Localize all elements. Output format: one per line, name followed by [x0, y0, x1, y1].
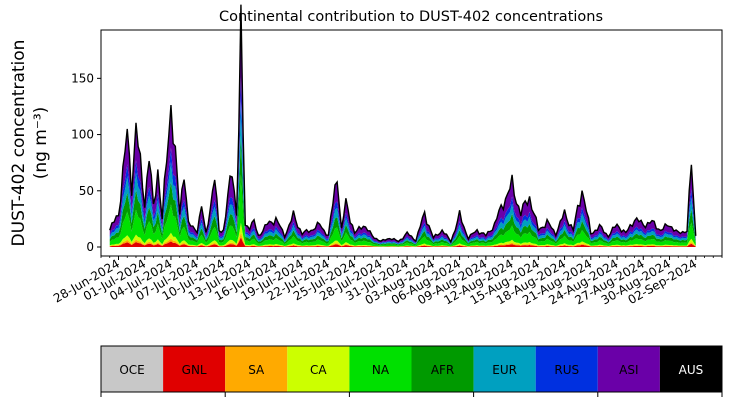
- series-area-asi: [109, 4, 696, 244]
- y-axis-label: DUST-402 concentration (ng m⁻³): [9, 40, 51, 247]
- y-tick-label-100: 100: [71, 128, 94, 142]
- legend-swatch-afr: [411, 346, 474, 392]
- series-area-rus: [109, 77, 696, 244]
- chart-title: Continental contribution to DUST-402 con…: [219, 9, 603, 25]
- x-axis: 28-Jun-202401-Jul-202404-Jul-202407-Jul-…: [51, 256, 723, 307]
- legend-label-afr: AFR: [431, 363, 454, 377]
- legend-label-sa: SA: [248, 363, 265, 377]
- series-area-sa: [109, 232, 696, 247]
- series-area-na: [109, 174, 696, 247]
- legend-swatch-na: [349, 346, 412, 392]
- y-axis: 0 50 100 150: [71, 71, 101, 254]
- plot-frame: [100, 29, 723, 257]
- legend-label-rus: RUS: [554, 363, 579, 377]
- legend-swatch-sa: [225, 346, 288, 392]
- legend-label-eur: EUR: [492, 363, 517, 377]
- legend-label-oce: OCE: [119, 363, 144, 377]
- total-line: [109, 4, 697, 244]
- legend-frame: [100, 345, 723, 393]
- y-tick-label-0: 0: [86, 240, 94, 254]
- y-tick-label-150: 150: [71, 71, 94, 85]
- y-axis-label-line2: (ng m⁻³): [31, 107, 51, 180]
- series-area-eur: [109, 101, 696, 245]
- legend-swatch-aus: [659, 346, 722, 392]
- y-tick-label-50: 50: [79, 184, 94, 198]
- series-area-gnl: [109, 237, 696, 247]
- legend-swatch-rus: [535, 346, 598, 392]
- series-area-ca: [109, 222, 696, 247]
- legend-swatch-ca: [287, 346, 350, 392]
- color-legend: OCE GNL SA CA NA AFR EUR RUS ASI AUS: [100, 345, 723, 397]
- legend-label-ca: CA: [310, 363, 327, 377]
- legend-label-aus: AUS: [679, 363, 704, 377]
- legend-swatch-eur: [473, 346, 536, 392]
- legend-label-na: NA: [372, 363, 390, 377]
- legend-label-asi: ASI: [619, 363, 638, 377]
- series-area-afr: [109, 135, 696, 246]
- legend-swatch-asi: [597, 346, 660, 392]
- y-axis-label-line1: DUST-402 concentration: [9, 40, 29, 247]
- plot-area: [100, 4, 723, 257]
- legend-swatch-gnl: [163, 346, 226, 392]
- legend-label-gnl: GNL: [182, 363, 207, 377]
- legend-swatch-oce: [101, 346, 164, 392]
